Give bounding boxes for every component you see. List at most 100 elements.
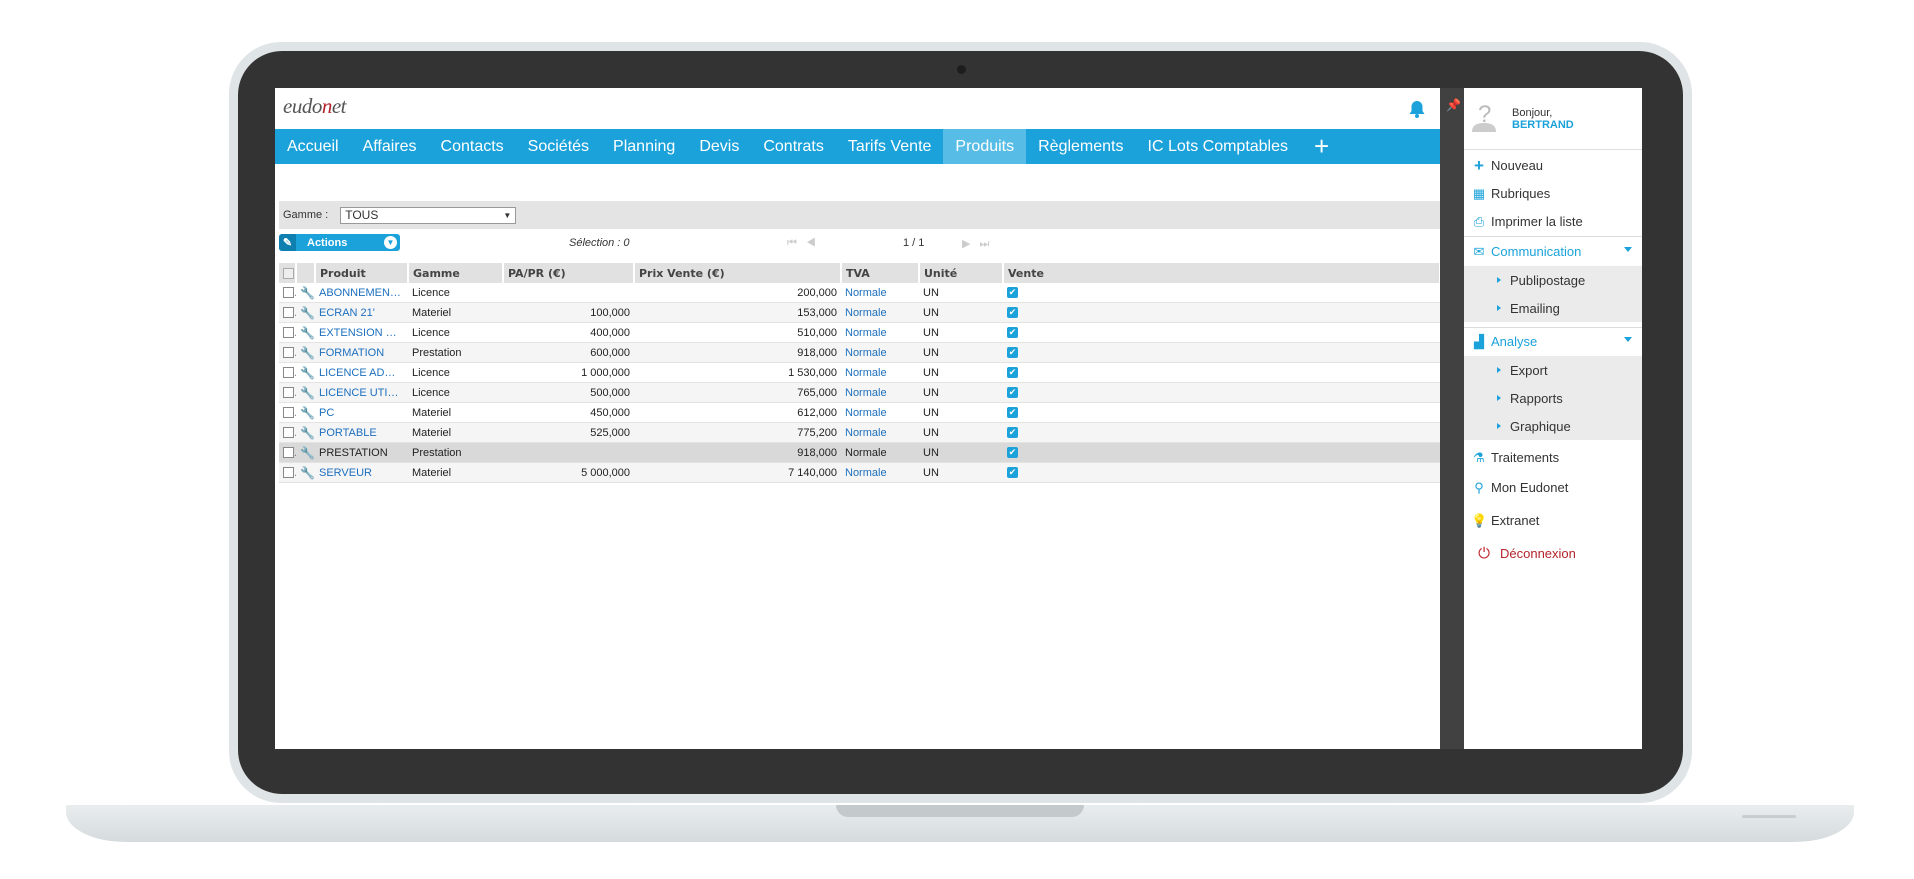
wrench-icon[interactable]: 🔧 (300, 365, 315, 380)
cell-vente[interactable]: ✔ (1003, 362, 1440, 383)
nav-item-contacts[interactable]: Contacts (440, 137, 504, 155)
column-header-gamme[interactable]: Gamme (408, 263, 504, 283)
row-edit-cell[interactable]: 🔧 (296, 382, 315, 403)
row-checkbox[interactable] (283, 307, 294, 319)
nav-item-tarifs-vente[interactable]: Tarifs Vente (847, 137, 932, 155)
row-select-cell[interactable] (279, 402, 296, 423)
cell-vente[interactable]: ✔ (1003, 402, 1440, 423)
submenu-emailing[interactable]: Emailing (1464, 294, 1642, 322)
table-row[interactable]: 🔧LICENCE UTILISA...Licence500,000765,000… (279, 382, 1440, 403)
column-header-unite[interactable]: Unité (919, 263, 1004, 283)
add-tab-button[interactable]: + (1314, 131, 1330, 161)
nav-item-produits[interactable]: Produits (943, 129, 1027, 164)
cell-tva[interactable]: Normale (841, 362, 919, 383)
nav-item-r-glements[interactable]: Règlements (1038, 137, 1124, 155)
table-row[interactable]: 🔧EXTENSION GAR...Licence400,000510,000No… (279, 322, 1440, 343)
cell-produit[interactable]: FORMATION (315, 342, 408, 363)
row-select-cell[interactable] (279, 422, 296, 443)
cell-tva[interactable]: Normale (841, 322, 919, 343)
row-select-cell[interactable] (279, 462, 296, 483)
column-header-produit[interactable]: Produit (315, 263, 409, 283)
vente-checkbox-checked[interactable]: ✔ (1007, 347, 1018, 359)
row-edit-cell[interactable]: 🔧 (296, 302, 315, 323)
submenu-export[interactable]: Export (1464, 356, 1642, 384)
row-select-cell[interactable] (279, 442, 296, 463)
cell-tva[interactable]: Normale (841, 422, 919, 443)
row-edit-cell[interactable]: 🔧 (296, 442, 315, 463)
wrench-icon[interactable]: 🔧 (300, 465, 315, 480)
table-row[interactable]: 🔧 LICENCE ADMINI... Licence 1 000,000 1 530,… (279, 362, 1440, 383)
wrench-icon[interactable]: 🔧 (300, 345, 315, 360)
row-checkbox[interactable] (283, 367, 294, 379)
row-edit-cell[interactable]: 🔧 (296, 322, 315, 343)
submenu-rapports[interactable]: Rapports (1464, 384, 1642, 412)
cell-produit[interactable]: ECRAN 21' (315, 302, 408, 323)
menu-traitements[interactable]: ⚗ Traitements (1464, 444, 1642, 471)
cell-produit[interactable]: EXTENSION GAR... (315, 322, 408, 343)
wrench-icon[interactable]: 🔧 (300, 405, 315, 420)
table-row[interactable]: 🔧 SERVEUR Materiel 5 000,000 7 140,000 Normal… (279, 462, 1440, 483)
table-row[interactable]: 🔧 FORMATION Prestation 600,000 918,000 Normal… (279, 342, 1440, 363)
wrench-icon[interactable]: 🔧 (300, 385, 315, 400)
row-edit-cell[interactable]: 🔧 (296, 283, 315, 303)
table-row[interactable]: 🔧 PORTABLE Materiel 525,000 775,200 Normale UN… (279, 422, 1440, 443)
column-header-prix-vente[interactable]: Prix Vente (€) (634, 263, 842, 283)
submenu-publipostage[interactable]: Publipostage (1464, 266, 1642, 294)
nav-item-devis[interactable]: Devis (699, 137, 740, 155)
menu-imprimer[interactable]: ⎙ Imprimer la liste (1464, 208, 1642, 235)
menu-mon-eudonet[interactable]: ⚲ Mon Eudonet (1464, 474, 1642, 501)
row-checkbox[interactable] (283, 387, 294, 399)
row-select-cell[interactable] (279, 382, 296, 403)
vente-checkbox-checked[interactable]: ✔ (1007, 447, 1018, 459)
table-row[interactable]: 🔧ABONNEMENT ME...Licence 200,000NormaleUN… (279, 283, 1440, 303)
row-select-cell[interactable] (279, 302, 296, 323)
wrench-icon[interactable]: 🔧 (300, 445, 315, 460)
row-edit-cell[interactable]: 🔧 (296, 362, 315, 383)
column-header-vente[interactable]: Vente (1003, 263, 1441, 283)
select-all-header[interactable] (279, 263, 297, 283)
vente-checkbox-checked[interactable]: ✔ (1007, 427, 1018, 439)
cell-produit[interactable]: SERVEUR (315, 462, 408, 483)
row-edit-cell[interactable]: 🔧 (296, 462, 315, 483)
row-checkbox[interactable] (283, 447, 294, 459)
row-checkbox[interactable] (283, 427, 294, 439)
nav-item-ic-lots-comptables[interactable]: IC Lots Comptables (1147, 137, 1289, 155)
vente-checkbox-checked[interactable]: ✔ (1007, 367, 1018, 379)
menu-analyse[interactable]: ▟ Analyse (1464, 328, 1642, 355)
column-header-tva[interactable]: TVA (841, 263, 920, 283)
vente-checkbox-checked[interactable]: ✔ (1007, 307, 1018, 319)
cell-tva[interactable]: Normale (841, 382, 919, 403)
row-edit-cell[interactable]: 🔧 (296, 342, 315, 363)
pager-next-last-icons[interactable]: ▶ ⏭ (962, 238, 993, 250)
submenu-graphique[interactable]: Graphique (1464, 412, 1642, 440)
cell-tva[interactable]: Normale (841, 342, 919, 363)
menu-nouveau[interactable]: + Nouveau (1464, 152, 1642, 179)
cell-vente[interactable]: ✔ (1003, 442, 1440, 463)
cell-produit[interactable]: LICENCE ADMINI... (315, 362, 408, 383)
pin-icon[interactable]: 📌 (1446, 98, 1461, 112)
cell-vente[interactable]: ✔ (1003, 283, 1440, 303)
vente-checkbox-checked[interactable]: ✔ (1007, 407, 1018, 419)
cell-tva[interactable]: Normale (841, 442, 919, 463)
table-row[interactable]: 🔧 ECRAN 21' Materiel 100,000 153,000 Normale U… (279, 302, 1440, 323)
bell-icon[interactable] (1406, 98, 1428, 120)
table-row[interactable]: 🔧 PC Materiel 450,000 612,000 Normale UN ✔ (279, 402, 1440, 423)
cell-tva[interactable]: Normale (841, 462, 919, 483)
menu-extranet[interactable]: 💡 Extranet (1464, 507, 1642, 534)
column-header-papr[interactable]: PA/PR (€) (503, 263, 635, 283)
nav-item-contrats[interactable]: Contrats (763, 137, 824, 155)
pager-first-prev-icons[interactable]: ⏮ ◀ (787, 237, 819, 249)
row-edit-cell[interactable]: 🔧 (296, 422, 315, 443)
wrench-icon[interactable]: 🔧 (300, 305, 315, 320)
user-name[interactable]: BERTRAND (1512, 119, 1574, 131)
cell-vente[interactable]: ✔ (1003, 462, 1440, 483)
menu-communication[interactable]: ✉ Communication (1464, 238, 1642, 265)
row-select-cell[interactable] (279, 362, 296, 383)
row-checkbox[interactable] (283, 327, 294, 339)
cell-produit[interactable]: PORTABLE (315, 422, 408, 443)
vente-checkbox-checked[interactable]: ✔ (1007, 327, 1018, 339)
row-edit-cell[interactable]: 🔧 (296, 402, 315, 423)
cell-vente[interactable]: ✔ (1003, 422, 1440, 443)
row-select-cell[interactable] (279, 322, 296, 343)
wrench-icon[interactable]: 🔧 (300, 325, 315, 340)
